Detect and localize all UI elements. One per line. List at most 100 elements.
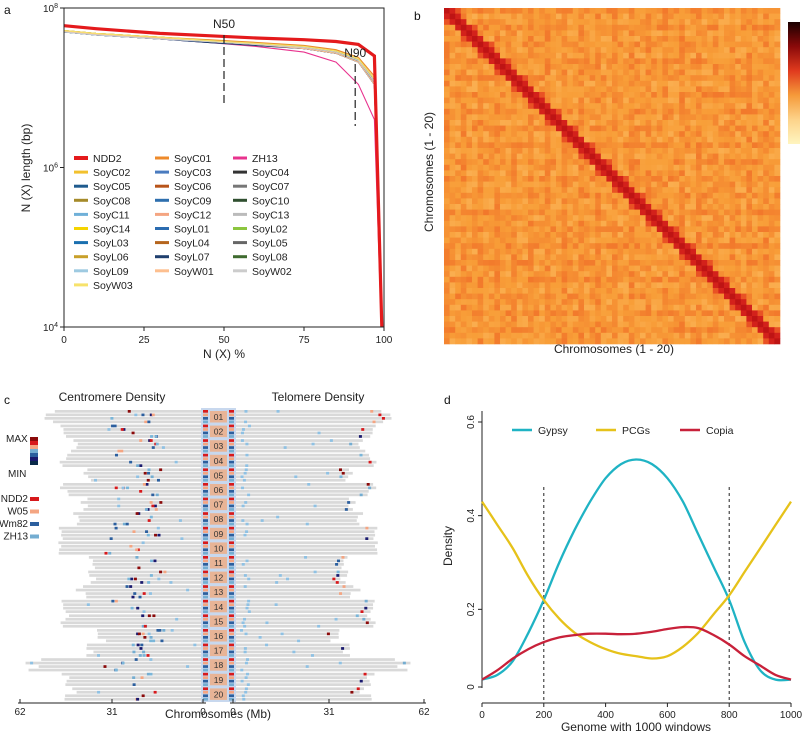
- heatmap-cell: [600, 176, 607, 182]
- heatmap-cell: [645, 153, 652, 160]
- heatmap-cell: [612, 103, 618, 110]
- heatmap-cell: [690, 136, 697, 143]
- heatmap-cell: [550, 30, 557, 37]
- heatmap-cell: [724, 58, 730, 65]
- heatmap-cell: [690, 19, 697, 26]
- heatmap-cell: [556, 299, 562, 306]
- heatmap-cell: [460, 97, 467, 104]
- telomere-density-cell: [243, 617, 247, 621]
- heatmap-cell: [595, 248, 602, 255]
- centromere-density-cell: [147, 420, 151, 424]
- heatmap-cell: [673, 159, 680, 166]
- heatmap-cell: [746, 209, 753, 216]
- heatmap-cell: [628, 13, 635, 20]
- heatmap-cell: [718, 316, 725, 322]
- heatmap-cell: [556, 19, 562, 26]
- heatmap-cell: [662, 13, 669, 20]
- heatmap-cell: [768, 19, 775, 26]
- heatmap-cell: [712, 36, 719, 42]
- heatmap-cell: [718, 288, 725, 294]
- heatmap-cell: [623, 282, 630, 289]
- heatmap-cell: [466, 299, 473, 306]
- heatmap-cell: [561, 310, 568, 317]
- heatmap-cell: [746, 232, 753, 238]
- heatmap-cell: [673, 164, 680, 171]
- heatmap-cell: [550, 58, 557, 65]
- heatmap-cell: [444, 276, 450, 283]
- heatmap-cell: [735, 304, 742, 311]
- heatmap-cell: [724, 220, 730, 227]
- heatmap-cell: [718, 69, 725, 76]
- heatmap-cell: [556, 148, 562, 154]
- heatmap-cell: [600, 103, 607, 110]
- heatmap-cell: [483, 108, 490, 115]
- heatmap-cell: [712, 215, 719, 222]
- heatmap-cell: [544, 232, 551, 238]
- heatmap-cell: [477, 209, 484, 216]
- centromere-density-cell: [136, 606, 140, 610]
- heatmap-cell: [572, 187, 579, 194]
- heatmap-cell: [522, 220, 529, 227]
- heatmap-cell: [505, 41, 512, 48]
- heatmap-cell: [584, 198, 590, 205]
- panel-a-y-label: N (X) length (bp): [19, 124, 33, 213]
- heatmap-cell: [673, 181, 680, 188]
- centromere-track: [73, 439, 201, 442]
- heatmap-cell: [628, 282, 635, 289]
- centromere-track: [86, 647, 201, 650]
- heatmap-cell: [746, 198, 753, 205]
- heatmap-cell: [539, 75, 546, 82]
- heatmap-cell: [768, 327, 775, 334]
- heatmap-cell: [505, 80, 512, 87]
- heatmap-cell: [472, 148, 478, 154]
- heatmap-cell: [673, 220, 680, 227]
- heatmap-cell: [729, 321, 736, 328]
- heatmap-cell: [584, 237, 590, 244]
- heatmap-cell: [623, 299, 630, 306]
- heatmap-cell: [455, 41, 462, 48]
- heatmap-cell: [774, 86, 781, 93]
- heatmap-cell: [718, 114, 725, 121]
- heatmap-cell: [729, 332, 736, 339]
- heatmap-cell: [701, 310, 708, 317]
- centromere-density-cell: [125, 486, 129, 490]
- heatmap-cell: [500, 310, 506, 317]
- heatmap-cell: [455, 321, 462, 328]
- heatmap-cell: [494, 187, 501, 194]
- heatmap-cell: [774, 310, 781, 317]
- legend-label-soyc13: SoyC13: [252, 209, 290, 221]
- telomere-track: [236, 464, 374, 467]
- centromere-density-cell: [146, 654, 150, 657]
- heatmap-cell: [774, 97, 781, 104]
- heatmap-cell: [757, 181, 764, 188]
- heatmap-cell: [466, 8, 473, 14]
- heatmap-cell: [449, 75, 456, 82]
- heatmap-cell: [718, 92, 725, 98]
- heatmap-cell: [528, 153, 534, 160]
- heatmap-cell: [494, 209, 501, 216]
- centromere-track: [78, 515, 201, 519]
- heatmap-cell: [746, 52, 753, 59]
- heatmap-cell: [746, 260, 753, 266]
- heatmap-cell: [623, 209, 630, 216]
- heatmap-cell: [656, 13, 663, 20]
- heatmap-cell: [617, 64, 624, 70]
- heatmap-cell: [466, 170, 473, 177]
- heatmap-cell: [729, 248, 736, 255]
- heatmap-cell: [724, 316, 730, 322]
- heatmap-cell: [656, 282, 663, 289]
- heatmap-cell: [472, 220, 478, 227]
- heatmap-cell: [718, 97, 725, 104]
- heatmap-cell: [668, 299, 674, 306]
- heatmap-cell: [684, 142, 691, 149]
- heatmap-cell: [567, 47, 574, 54]
- chromosome-label-box: [210, 440, 227, 452]
- heatmap-cell: [768, 243, 775, 250]
- centromere-density-cell: [141, 624, 145, 628]
- heatmap-cell: [595, 209, 602, 216]
- heatmap-cell: [684, 19, 691, 26]
- heatmap-cell: [600, 276, 607, 283]
- heatmap-cell: [572, 114, 579, 121]
- centromere-density-cell: [161, 446, 165, 449]
- heatmap-cell: [645, 136, 652, 143]
